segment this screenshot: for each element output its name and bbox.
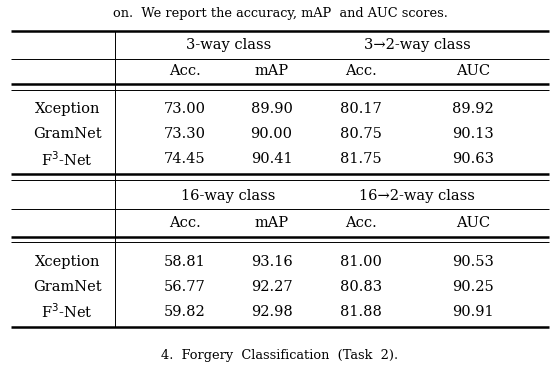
Text: Acc.: Acc. <box>346 64 377 78</box>
Text: 89.92: 89.92 <box>452 103 494 116</box>
Text: mAP: mAP <box>255 216 288 230</box>
Text: Acc.: Acc. <box>169 64 200 78</box>
Text: 73.30: 73.30 <box>164 127 206 141</box>
Text: Acc.: Acc. <box>169 216 200 230</box>
Text: F$^3$-Net: F$^3$-Net <box>41 303 93 321</box>
Text: GramNet: GramNet <box>33 280 101 294</box>
Text: 92.27: 92.27 <box>251 280 292 294</box>
Text: 74.45: 74.45 <box>164 152 206 166</box>
Text: 59.82: 59.82 <box>164 305 206 319</box>
Text: 56.77: 56.77 <box>164 280 206 294</box>
Text: 16→2-way class: 16→2-way class <box>360 189 475 203</box>
Text: 80.75: 80.75 <box>340 127 382 141</box>
Text: 90.25: 90.25 <box>452 280 494 294</box>
Text: 90.41: 90.41 <box>251 152 292 166</box>
Text: 90.53: 90.53 <box>452 255 494 269</box>
Text: 81.00: 81.00 <box>340 255 382 269</box>
Text: AUC: AUC <box>456 64 490 78</box>
Text: 80.17: 80.17 <box>340 103 382 116</box>
Text: 4.  Forgery  Classification  (Task  2).: 4. Forgery Classification (Task 2). <box>161 349 399 362</box>
Text: 58.81: 58.81 <box>164 255 206 269</box>
Text: 90.63: 90.63 <box>452 152 494 166</box>
Text: on.  We report the accuracy, mAP  and AUC scores.: on. We report the accuracy, mAP and AUC … <box>113 7 447 20</box>
Text: 73.00: 73.00 <box>164 103 206 116</box>
Text: 90.13: 90.13 <box>452 127 494 141</box>
Text: 80.83: 80.83 <box>340 280 382 294</box>
Text: Xception: Xception <box>35 255 100 269</box>
Text: 81.88: 81.88 <box>340 305 382 319</box>
Text: Xception: Xception <box>35 103 100 116</box>
Text: 3-way class: 3-way class <box>185 38 271 52</box>
Text: GramNet: GramNet <box>33 127 101 141</box>
Text: 92.98: 92.98 <box>251 305 292 319</box>
Text: 89.90: 89.90 <box>251 103 292 116</box>
Text: AUC: AUC <box>456 216 490 230</box>
Text: 90.91: 90.91 <box>452 305 494 319</box>
Text: mAP: mAP <box>255 64 288 78</box>
Text: F$^3$-Net: F$^3$-Net <box>41 150 93 169</box>
Text: 90.00: 90.00 <box>250 127 292 141</box>
Text: 81.75: 81.75 <box>340 152 382 166</box>
Text: Acc.: Acc. <box>346 216 377 230</box>
Text: 3→2-way class: 3→2-way class <box>364 38 470 52</box>
Text: 93.16: 93.16 <box>251 255 292 269</box>
Text: 16-way class: 16-way class <box>181 189 276 203</box>
